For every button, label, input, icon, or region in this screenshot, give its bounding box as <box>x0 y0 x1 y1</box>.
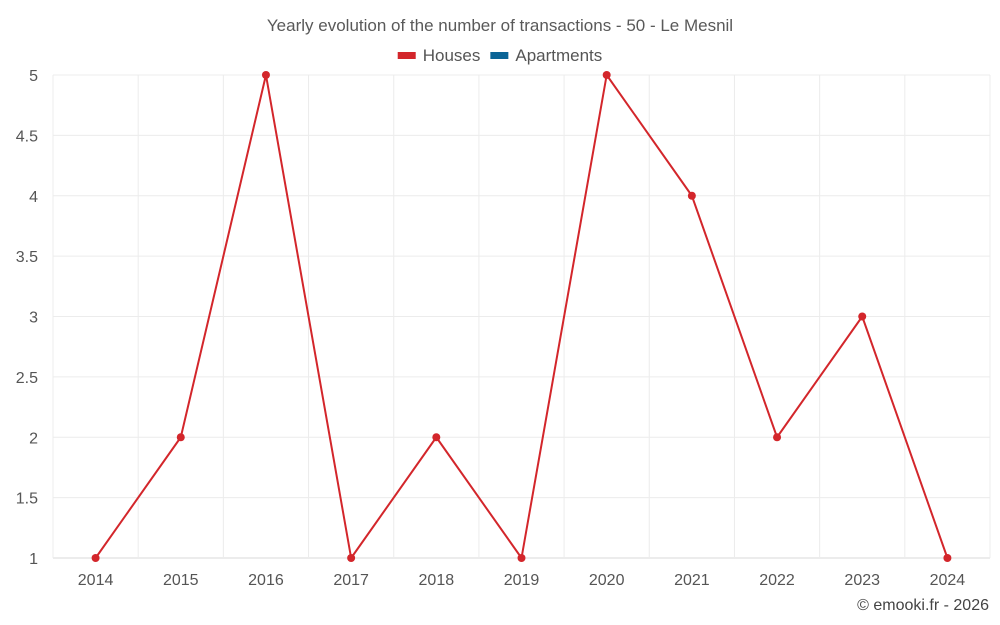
x-tick-label: 2023 <box>844 572 880 589</box>
data-point-houses-2020[interactable] <box>602 71 611 79</box>
x-tick-label: 2020 <box>589 572 625 589</box>
y-tick-label: 2 <box>29 430 38 447</box>
y-tick-label: 1 <box>29 551 38 568</box>
legend: Houses Apartments <box>397 46 602 65</box>
x-tick-label: 2019 <box>504 572 540 589</box>
data-point-houses-2017[interactable] <box>347 554 356 562</box>
legend-swatch <box>490 52 509 59</box>
chart-title: Yearly evolution of the number of transa… <box>267 16 733 35</box>
y-axis-ticks: 1 1.5 2 2.5 3 3.5 4 4.5 5 <box>16 68 38 568</box>
x-tick-label: 2015 <box>163 572 199 589</box>
series-layer <box>91 71 952 562</box>
y-tick-label: 4 <box>29 189 38 206</box>
legend-swatch <box>397 52 416 59</box>
y-tick-label: 5 <box>29 68 38 85</box>
data-point-houses-2022[interactable] <box>773 433 782 442</box>
x-tick-label: 2017 <box>333 572 369 589</box>
y-tick-label: 4.5 <box>16 128 38 145</box>
legend-label: Houses <box>423 46 481 65</box>
x-tick-label: 2014 <box>78 572 114 589</box>
x-tick-label: 2022 <box>759 572 795 589</box>
y-tick-label: 3.5 <box>16 249 38 266</box>
legend-label: Apartments <box>515 46 602 65</box>
grid <box>52 74 991 559</box>
legend-item-apartments[interactable]: Apartments <box>490 46 602 65</box>
y-tick-label: 3 <box>29 310 38 327</box>
x-tick-label: 2024 <box>930 572 966 589</box>
data-point-houses-2023[interactable] <box>858 312 867 321</box>
y-tick-label: 2.5 <box>16 370 38 387</box>
x-axis-ticks: 2014 2015 2016 2017 2018 2019 2020 2021 2022 2023… <box>78 572 966 589</box>
x-tick-label: 2016 <box>248 572 284 589</box>
data-point-houses-2018[interactable] <box>432 433 441 442</box>
data-point-houses-2021[interactable] <box>687 191 696 200</box>
credit-text: © emooki.fr - 2026 <box>857 597 989 614</box>
legend-item-houses[interactable]: Houses <box>397 46 481 65</box>
data-point-houses-2015[interactable] <box>176 433 185 442</box>
data-point-houses-2024[interactable] <box>943 554 952 562</box>
x-tick-label: 2021 <box>674 572 710 589</box>
y-tick-label: 1.5 <box>16 491 38 508</box>
data-point-houses-2014[interactable] <box>91 554 100 562</box>
data-point-houses-2019[interactable] <box>517 554 526 562</box>
data-point-houses-2016[interactable] <box>261 71 270 79</box>
x-tick-label: 2018 <box>419 572 455 589</box>
